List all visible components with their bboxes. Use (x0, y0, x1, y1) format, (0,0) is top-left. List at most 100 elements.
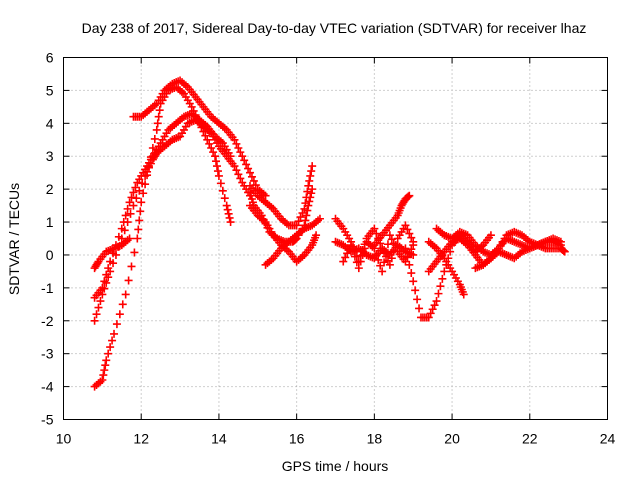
data-point (302, 211, 311, 220)
data-point (315, 214, 324, 223)
data-point (232, 139, 241, 148)
data-point (123, 204, 132, 213)
data-point (205, 139, 214, 148)
y-tick-label: 0 (46, 247, 54, 263)
data-point (135, 186, 144, 195)
data-point (339, 257, 348, 266)
data-point (230, 162, 239, 171)
data-point (138, 179, 147, 188)
data-point (131, 183, 140, 192)
x-tick-label: 16 (289, 431, 305, 447)
data-point (432, 297, 441, 306)
data-point (248, 198, 257, 207)
data-point (300, 221, 309, 230)
data-point (247, 195, 256, 204)
data-point (372, 250, 381, 259)
data-point (257, 211, 266, 220)
data-point (102, 356, 111, 365)
data-point (121, 290, 130, 299)
series-track-i (246, 185, 317, 246)
x-tick-label: 10 (56, 431, 72, 447)
data-point (385, 231, 394, 240)
data-point (213, 167, 222, 176)
plot-frame (63, 57, 608, 420)
data-point (261, 219, 270, 228)
data-point (409, 241, 418, 250)
data-point (102, 270, 111, 279)
data-point (129, 201, 138, 210)
data-point (307, 167, 316, 176)
data-point (312, 231, 321, 240)
data-point (106, 343, 115, 352)
data-point (226, 218, 235, 227)
data-point (224, 209, 233, 218)
data-point (354, 264, 363, 273)
data-point (341, 253, 350, 262)
data-point (209, 148, 218, 157)
data-point (405, 191, 414, 200)
data-point (92, 310, 101, 319)
data-point (124, 276, 133, 285)
data-point (214, 171, 223, 180)
data-point (220, 194, 229, 203)
y-tick-label: 4 (46, 115, 54, 131)
data-point (291, 235, 300, 244)
data-point (303, 206, 312, 215)
data-point (134, 225, 143, 234)
data-point (137, 198, 146, 207)
data-point (96, 297, 105, 306)
data-point (99, 371, 108, 380)
y-axis-label: SDTVAR / TECUs (6, 183, 22, 295)
y-tick-label: 6 (46, 50, 54, 66)
series-track-e (129, 76, 270, 200)
data-point (428, 305, 437, 314)
data-point (104, 264, 113, 273)
data-point (110, 329, 119, 338)
chart-title: Day 238 of 2017, Sidereal Day-to-day VTE… (82, 20, 587, 36)
series-track-d (90, 234, 134, 273)
data-point (304, 181, 313, 190)
data-point (294, 217, 303, 226)
data-point (360, 244, 369, 253)
data-point (125, 234, 134, 243)
data-point (125, 198, 134, 207)
data-point (387, 235, 396, 244)
data-point (296, 213, 305, 222)
y-tick-label: -5 (41, 412, 54, 428)
y-tick-label: -2 (41, 313, 54, 329)
series-track-c (90, 109, 235, 302)
data-point (216, 179, 225, 188)
data-point (352, 258, 361, 267)
data-point (436, 282, 445, 291)
data-point (305, 197, 314, 206)
x-ticks: 10 12 14 16 18 20 22 24 (56, 57, 615, 447)
data-point (391, 243, 400, 252)
data-point (305, 176, 314, 185)
data-point (118, 300, 127, 309)
data-point (225, 213, 234, 222)
data-point (232, 166, 241, 175)
data-point (101, 361, 110, 370)
data-point (348, 246, 357, 255)
x-tick-label: 18 (367, 431, 383, 447)
data-point (440, 267, 449, 276)
data-point (94, 303, 103, 312)
data-point (115, 310, 124, 319)
data-point (100, 366, 109, 375)
data-point (236, 174, 245, 183)
data-point (150, 134, 159, 143)
data-point (127, 193, 136, 202)
x-tick-label: 22 (522, 431, 538, 447)
series-track-a (90, 83, 235, 391)
data-point (356, 257, 365, 266)
data-point (187, 102, 196, 111)
data-point (387, 254, 396, 263)
data-point (244, 164, 253, 173)
data-point (106, 257, 115, 266)
data-point (430, 301, 439, 310)
x-tick-label: 20 (444, 431, 460, 447)
data-point (238, 152, 247, 161)
data-point (389, 239, 398, 248)
y-tick-label: 3 (46, 148, 54, 164)
data-point (246, 188, 255, 197)
